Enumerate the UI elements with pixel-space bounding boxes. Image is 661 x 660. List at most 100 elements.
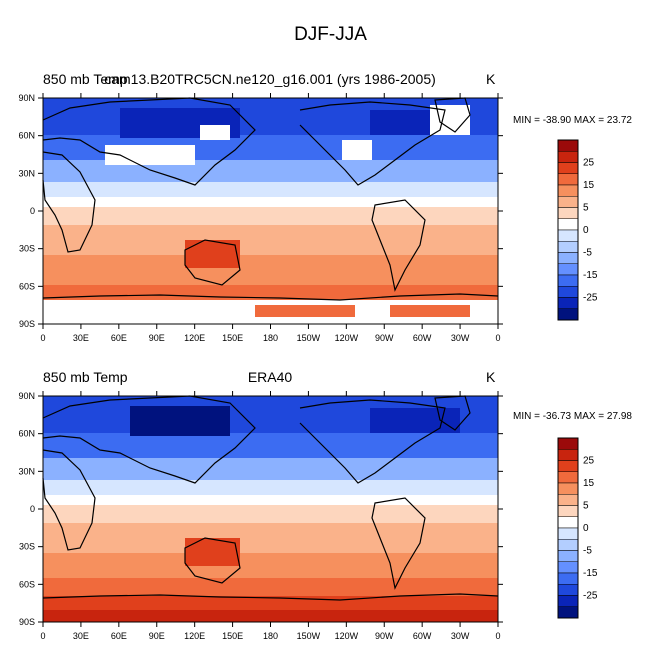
colorbar-swatch bbox=[557, 297, 579, 309]
min-max-label: MIN = -36.73 MAX = 27.98 bbox=[513, 411, 632, 422]
coastlines bbox=[42, 97, 499, 301]
lat-tick-label: 90S bbox=[19, 617, 35, 627]
lon-tick-label: 0 bbox=[40, 631, 45, 641]
field-band bbox=[43, 523, 498, 553]
missing-data-patch bbox=[200, 125, 230, 140]
coastline-south-america bbox=[371, 497, 426, 590]
missing-data-patch bbox=[430, 105, 470, 135]
lon-tick-label: 120W bbox=[335, 333, 359, 343]
colorbar-swatch bbox=[557, 196, 579, 208]
colorbar-swatch bbox=[557, 207, 579, 219]
lon-tick-label: 90W bbox=[375, 333, 394, 343]
lon-tick-label: 90E bbox=[149, 631, 165, 641]
map-field bbox=[43, 396, 498, 622]
colorbar-swatch bbox=[557, 184, 579, 197]
map-field bbox=[43, 98, 498, 324]
colorbar-label: -5 bbox=[583, 248, 592, 259]
lat-tick-label: 90N bbox=[18, 391, 35, 401]
lat-tick-label: 90S bbox=[19, 319, 35, 329]
field-band bbox=[43, 596, 498, 610]
lat-tick-label: 0 bbox=[30, 504, 35, 514]
field-patch bbox=[390, 305, 470, 317]
colorbar-label: 15 bbox=[583, 180, 595, 191]
lon-tick-label: 0 bbox=[40, 333, 45, 343]
colorbar-frame bbox=[557, 139, 579, 321]
colorbar-swatch bbox=[557, 449, 579, 461]
field-band bbox=[43, 480, 498, 495]
colorbar-label: 0 bbox=[583, 225, 589, 236]
field-band bbox=[43, 182, 498, 197]
coastline-africa bbox=[42, 151, 96, 253]
lon-tick-label: 180 bbox=[263, 333, 278, 343]
colorbar-swatch bbox=[557, 308, 579, 321]
lon-tick-label: 120E bbox=[184, 631, 205, 641]
lon-tick-label: 150W bbox=[297, 631, 321, 641]
colorbar-label: 25 bbox=[583, 158, 595, 169]
colorbar: 25 15 5 0 -5 -15 -25 bbox=[557, 139, 598, 321]
lon-tick-label: 180 bbox=[263, 631, 278, 641]
coastline-antarctica bbox=[42, 593, 499, 601]
colorbar-swatch bbox=[557, 527, 579, 540]
lat-tick-label: 0 bbox=[30, 206, 35, 216]
colorbar-swatch bbox=[557, 437, 579, 450]
coastline-antarctica bbox=[42, 293, 499, 301]
field-band bbox=[43, 285, 498, 300]
colorbar-label: 5 bbox=[583, 203, 589, 214]
lon-tick-label: 0 bbox=[495, 333, 500, 343]
colorbar-swatch bbox=[557, 550, 579, 562]
panel-left-title: 850 mb Temp bbox=[43, 369, 128, 385]
colorbar-swatch bbox=[557, 584, 579, 596]
panel-units: K bbox=[486, 369, 496, 385]
colorbar-swatch bbox=[557, 561, 579, 574]
field-band bbox=[43, 197, 498, 207]
lon-tick-label: 60W bbox=[413, 631, 432, 641]
colorbar-swatch bbox=[557, 241, 579, 253]
colorbar-label: -15 bbox=[583, 270, 598, 281]
colorbar-swatch bbox=[557, 218, 579, 231]
field-band bbox=[43, 160, 498, 182]
colorbar-label: -15 bbox=[583, 568, 598, 579]
field-band bbox=[43, 255, 498, 285]
lon-tick-label: 30W bbox=[451, 333, 470, 343]
lat-tick-label: 30N bbox=[18, 466, 35, 476]
lon-tick-label: 30E bbox=[73, 631, 89, 641]
lon-tick-label: 60E bbox=[111, 333, 127, 343]
colorbar-swatch bbox=[557, 460, 579, 472]
coastline-eurasia bbox=[42, 97, 256, 186]
colorbar-swatch bbox=[557, 151, 579, 163]
lon-tick-label: 120E bbox=[184, 333, 205, 343]
field-band bbox=[43, 433, 498, 458]
colorbar-swatch bbox=[557, 606, 579, 619]
lon-tick-label: 60E bbox=[111, 631, 127, 641]
figure-title: DJF-JJA bbox=[294, 24, 367, 45]
field-band bbox=[43, 610, 498, 622]
panel-center-title: ERA40 bbox=[248, 369, 293, 385]
lon-tick-label: 150W bbox=[297, 333, 321, 343]
colorbar-label: 0 bbox=[583, 523, 589, 534]
lon-tick-label: 90W bbox=[375, 631, 394, 641]
lat-tick-label: 30S bbox=[19, 542, 35, 552]
field-band bbox=[43, 505, 498, 523]
lon-tick-label: 60W bbox=[413, 333, 432, 343]
colorbar-swatch bbox=[557, 252, 579, 264]
lon-tick-label: 90E bbox=[149, 333, 165, 343]
field-patch bbox=[130, 406, 230, 436]
coastline-australia bbox=[184, 239, 241, 286]
colorbar-label: -25 bbox=[583, 591, 598, 602]
lon-tick-label: 30W bbox=[451, 631, 470, 641]
colorbar-label: -25 bbox=[583, 293, 598, 304]
missing-data-patch bbox=[342, 140, 372, 160]
coastline-africa bbox=[42, 449, 96, 551]
lat-tick-label: 60S bbox=[19, 579, 35, 589]
map-panel-era40: 850 mb Temp ERA40 K MIN = -36.73 MAX = 2… bbox=[18, 369, 632, 641]
colorbar-label: 25 bbox=[583, 456, 595, 467]
colorbar-swatch bbox=[557, 471, 579, 484]
colorbar-swatch bbox=[557, 274, 579, 287]
colorbar-frame bbox=[557, 437, 579, 619]
colorbar-swatch bbox=[557, 505, 579, 517]
field-band bbox=[43, 207, 498, 225]
map-panel-model: 850 mb Temp cam13.B20TRC5CN.ne120_g16.00… bbox=[18, 71, 632, 343]
coastline-south-america bbox=[371, 199, 426, 292]
coastline-australia bbox=[184, 537, 241, 584]
lat-tick-label: 60N bbox=[18, 429, 35, 439]
